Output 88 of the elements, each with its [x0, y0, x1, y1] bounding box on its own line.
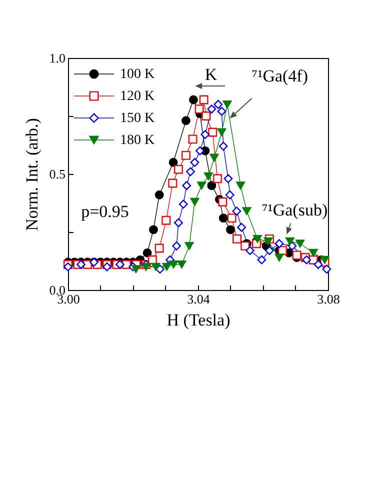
point — [168, 158, 178, 167]
point — [296, 240, 305, 248]
point — [174, 218, 183, 228]
point — [232, 206, 242, 216]
point — [242, 207, 252, 216]
point — [162, 262, 172, 271]
point — [202, 112, 211, 120]
point — [222, 100, 232, 108]
point — [188, 134, 198, 144]
point — [208, 128, 218, 137]
point — [174, 164, 183, 174]
point — [274, 239, 284, 248]
y-tick-label: 1.0 — [49, 50, 66, 66]
point — [288, 241, 297, 250]
point — [225, 190, 234, 200]
point — [102, 262, 112, 272]
point — [156, 264, 164, 274]
point — [169, 260, 178, 268]
point — [131, 265, 140, 274]
legend-label: 180 K — [120, 133, 155, 148]
point — [224, 174, 233, 184]
point — [188, 95, 198, 104]
y-tick-label: 0.5 — [49, 166, 66, 182]
point — [177, 260, 186, 268]
point — [142, 262, 150, 271]
point — [172, 241, 182, 250]
point — [162, 216, 171, 225]
point — [182, 116, 190, 126]
point — [200, 130, 210, 140]
point — [204, 172, 213, 180]
point — [154, 190, 164, 200]
point — [207, 104, 216, 114]
point — [207, 181, 216, 190]
point — [218, 214, 228, 223]
point — [236, 182, 246, 190]
point — [184, 242, 194, 250]
point — [322, 264, 332, 274]
point — [154, 244, 164, 253]
point — [314, 260, 323, 269]
point — [226, 225, 235, 234]
x-tick-label: 3.04 — [187, 292, 210, 306]
legend-label: 100 K — [120, 67, 155, 82]
point — [182, 150, 190, 160]
x-tick-label: 3.08 — [317, 292, 340, 306]
point — [178, 200, 188, 209]
point — [199, 95, 208, 104]
point — [218, 197, 228, 206]
point — [217, 106, 226, 116]
point — [213, 174, 222, 184]
point — [64, 262, 72, 272]
x-axis-title: H (Tesla) — [166, 310, 230, 330]
point — [194, 104, 204, 114]
legend-label: 150 K — [120, 111, 155, 126]
annotation: ⁷¹Ga(sub) — [262, 200, 328, 220]
point — [217, 128, 226, 136]
point — [257, 255, 266, 264]
point — [76, 260, 86, 269]
point — [168, 178, 178, 188]
point — [264, 237, 273, 246]
point — [237, 222, 246, 232]
point — [246, 246, 254, 256]
point — [190, 198, 200, 206]
point — [210, 154, 219, 162]
point — [186, 167, 195, 176]
legend-label: 120 K — [120, 89, 155, 104]
point — [116, 260, 124, 269]
point — [218, 142, 228, 151]
point — [265, 246, 274, 256]
point — [151, 262, 160, 271]
y-axis-title: Norm. Int. (arb.) — [22, 118, 42, 231]
point — [320, 256, 330, 264]
point — [227, 214, 236, 223]
point — [253, 235, 262, 243]
point — [292, 250, 302, 260]
point — [182, 181, 192, 190]
point — [214, 100, 223, 109]
point — [142, 248, 152, 258]
point — [190, 158, 200, 167]
annotation: K — [204, 65, 218, 84]
point — [308, 248, 318, 257]
point — [302, 255, 312, 264]
point — [195, 146, 204, 156]
point — [274, 254, 284, 262]
point — [149, 225, 158, 234]
annotation: ⁷¹Ga(4f) — [252, 66, 308, 86]
point — [286, 237, 294, 246]
point — [197, 182, 206, 190]
annotation: p=0.95 — [81, 202, 129, 221]
